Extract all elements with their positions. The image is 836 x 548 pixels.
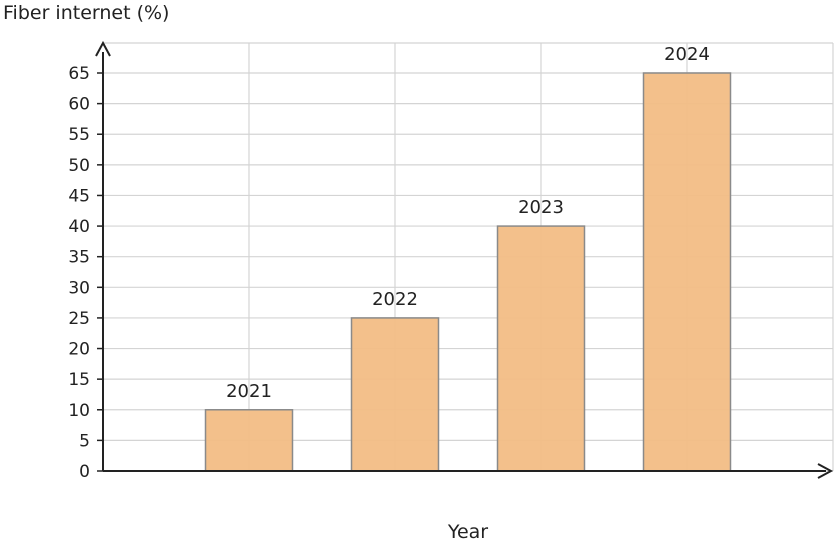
bar-labels: 2021 2022 2023 2024 — [226, 44, 710, 402]
y-tick-label: 10 — [68, 401, 90, 421]
y-tick-label: 45 — [68, 186, 90, 206]
y-tick-label: 15 — [68, 370, 90, 390]
y-tick-label: 40 — [68, 217, 90, 237]
y-tick-label: 25 — [68, 309, 90, 329]
bar-label-2024: 2024 — [664, 44, 710, 65]
y-tick-label: 0 — [79, 462, 90, 482]
x-axis-arrow-icon — [817, 463, 834, 479]
bar-2021 — [204, 409, 294, 472]
y-axis-label: Fiber internet (%) — [3, 2, 169, 24]
bar-2024 — [642, 72, 732, 472]
y-tick-label: 20 — [68, 340, 90, 360]
y-tick-label: 60 — [68, 95, 90, 115]
y-tick-label: 5 — [79, 431, 90, 451]
y-axis-arrow-icon — [95, 40, 111, 57]
y-tick-label: 35 — [68, 248, 90, 268]
axes — [95, 40, 834, 479]
y-tick-label: 65 — [68, 64, 90, 84]
y-tick-labels: 0 5 10 15 20 25 30 35 40 45 50 55 60 65 — [68, 64, 103, 482]
y-tick-label: 30 — [68, 278, 90, 298]
bar-2023 — [496, 225, 586, 472]
bar-2022 — [350, 317, 440, 472]
bar-label-2023: 2023 — [518, 197, 564, 218]
y-tick-label: 50 — [68, 156, 90, 176]
y-tick-label: 55 — [68, 125, 90, 145]
bar-label-2022: 2022 — [372, 289, 418, 310]
x-axis-label: Year — [447, 521, 488, 543]
bar-label-2021: 2021 — [226, 381, 272, 402]
bars — [204, 72, 732, 472]
